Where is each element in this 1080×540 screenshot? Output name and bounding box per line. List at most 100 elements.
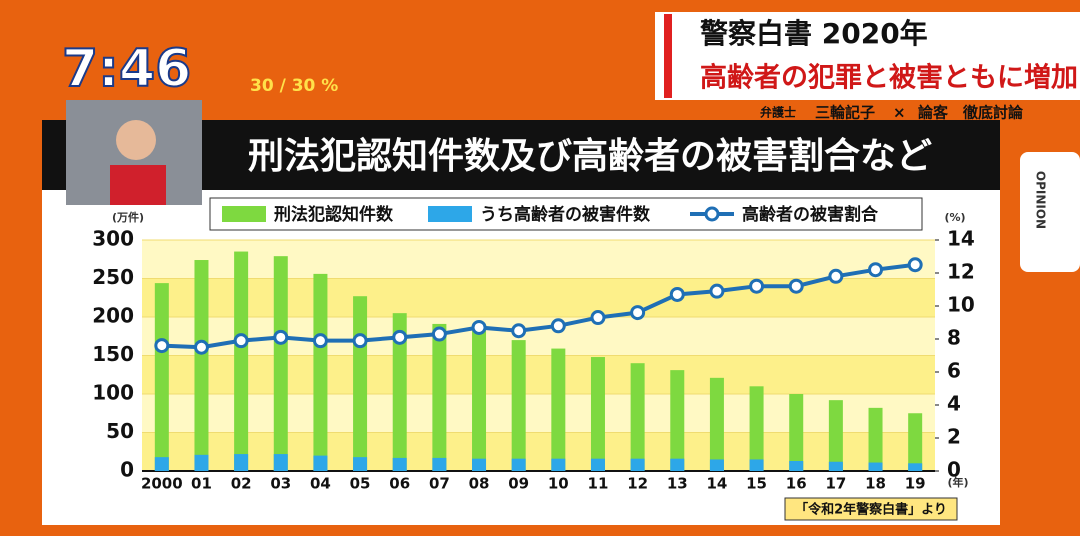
x-tick-label: 10 (548, 475, 569, 493)
bar (194, 454, 209, 471)
bar (828, 461, 843, 471)
bar (273, 454, 288, 471)
x-tick-label: 11 (588, 475, 609, 493)
line-marker (471, 319, 487, 335)
line-marker (749, 278, 765, 294)
bar (908, 413, 923, 471)
bar (868, 462, 883, 471)
y2-tick-label: 6 (947, 359, 961, 383)
line-marker (193, 339, 209, 355)
headline: 高齢者の犯罪と被害ともに増加 (700, 62, 1078, 94)
y-unit: (万件) (112, 210, 144, 224)
bar (313, 455, 328, 471)
bar (472, 458, 487, 471)
x-tick-label: 19 (905, 475, 926, 493)
bar (273, 256, 288, 471)
y2-tick-label: 12 (947, 260, 975, 284)
line-marker (828, 268, 844, 284)
x-tick-label: 01 (191, 475, 212, 493)
line-marker (709, 283, 725, 299)
x-tick-label: 02 (231, 475, 252, 493)
caption: 弁護士 (760, 105, 796, 120)
bar (511, 458, 526, 471)
bar (353, 457, 368, 471)
bar (749, 386, 764, 471)
bar (828, 400, 843, 471)
band-stripe (142, 432, 935, 471)
band-stripe (142, 355, 935, 394)
y-tick-label: 50 (106, 419, 134, 443)
x-tick-label: 2000 (141, 475, 183, 493)
bar (234, 454, 249, 471)
bar (709, 377, 724, 471)
y-tick-label: 300 (92, 227, 134, 251)
headline-box (655, 56, 1080, 100)
x-tick-label: 14 (706, 475, 727, 493)
y2-tick-label: 10 (947, 293, 975, 317)
x-tick-label: 05 (350, 475, 371, 493)
x-tick-label: 13 (667, 475, 688, 493)
bar (630, 458, 645, 471)
line-marker (907, 257, 923, 273)
bar (590, 357, 605, 471)
bar (472, 330, 487, 471)
y-tick-label: 150 (92, 342, 134, 366)
x-tick-label: 03 (270, 475, 291, 493)
bar (789, 394, 804, 471)
x-tick-label: 07 (429, 475, 450, 493)
x-tick-label: 16 (786, 475, 807, 493)
band-stripe (142, 278, 935, 317)
bar (154, 283, 169, 471)
line-marker (352, 333, 368, 349)
caption: 三輪記子 (815, 104, 875, 122)
caption: 論客 徹底討論 (918, 104, 1024, 122)
x-tick-label: 09 (508, 475, 529, 493)
clock: 7:46 (62, 39, 191, 99)
source: 「令和2年警察白書」より (795, 502, 947, 518)
y2-tick-label: 8 (947, 326, 961, 350)
line-marker (273, 329, 289, 345)
y-tick-label: 200 (92, 304, 134, 328)
headline-bar (664, 14, 672, 98)
legend-swatch (704, 206, 720, 222)
bar (551, 458, 566, 471)
line-marker (312, 333, 328, 349)
side-tab (1020, 152, 1080, 272)
bar (432, 323, 447, 471)
legend-swatch (428, 206, 472, 222)
line-marker (154, 338, 170, 354)
weather: 30 / 30 % (250, 76, 338, 96)
legend (209, 197, 923, 231)
person (116, 120, 156, 160)
bar (154, 457, 169, 471)
x-tick-label: 15 (746, 475, 767, 493)
x-tick-label: 08 (469, 475, 490, 493)
x-tick-label: 17 (825, 475, 846, 493)
bar (353, 296, 368, 471)
headline-box (655, 12, 1080, 56)
x-tick-label: 12 (627, 475, 648, 493)
person (110, 165, 166, 205)
y2-tick-label: 0 (947, 458, 961, 482)
legend-label: 高齢者の被害割合 (742, 204, 879, 225)
bar (749, 459, 764, 471)
line-marker (590, 310, 606, 326)
legend-label: 刑法犯認知件数 (274, 204, 394, 225)
bar (511, 340, 526, 471)
bar (392, 313, 407, 471)
bar (313, 273, 328, 471)
bar (670, 370, 685, 471)
headline: 警察白書 2020年 (700, 17, 928, 50)
bar (234, 251, 249, 471)
bar (908, 463, 923, 471)
legend-swatch (222, 206, 266, 222)
bar (709, 459, 724, 471)
y2-tick-label: 2 (947, 425, 961, 449)
y2-tick-label: 4 (947, 392, 961, 416)
source-box (784, 497, 958, 521)
bar (194, 260, 209, 471)
line-marker (511, 323, 527, 339)
line-marker (550, 318, 566, 334)
bar (392, 457, 407, 471)
